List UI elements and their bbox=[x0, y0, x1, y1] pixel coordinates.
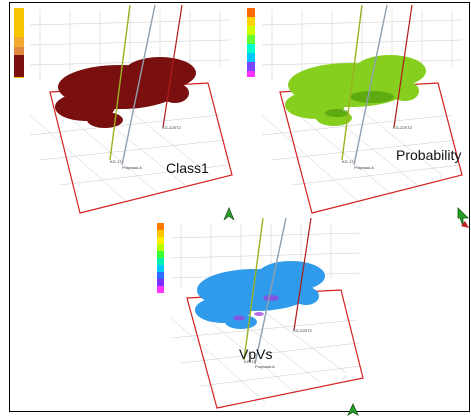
well-a-label: KG-17 bbox=[110, 159, 122, 164]
panel-vpvs-view: KG-17 Proposal-A KG-22ST2 bbox=[157, 218, 364, 409]
well-b-trace bbox=[254, 218, 287, 365]
panel-class1-view: KG-17 Proposal-A KG-22ST2 bbox=[14, 5, 233, 214]
vpvs-legend-band-2 bbox=[157, 230, 164, 237]
orientation-arrow-icon bbox=[223, 206, 235, 221]
well-c-label: KG-22ST2 bbox=[393, 125, 413, 130]
well-a-label: KG-17 bbox=[342, 159, 354, 164]
probability-legend-band-8 bbox=[247, 71, 255, 77]
class1-cloud bbox=[55, 57, 196, 128]
vpvs-legend-band-10 bbox=[157, 286, 164, 293]
well-b-trace bbox=[121, 5, 156, 166]
vpvs-legend-band-1 bbox=[157, 223, 164, 230]
well-a-label: KG-17 bbox=[244, 359, 256, 364]
probability-legend-band-3 bbox=[247, 26, 255, 35]
well-b-label: Proposal-A bbox=[255, 364, 275, 369]
probability-legend-band-6 bbox=[247, 53, 255, 62]
vpvs-legend-band-6 bbox=[157, 258, 164, 265]
well-c-trace bbox=[393, 5, 413, 128]
panel-probability-view: KG-17 Proposal-A KG-22ST2 bbox=[247, 5, 463, 214]
probability-legend-band-5 bbox=[247, 44, 255, 53]
well-a-trace bbox=[243, 218, 264, 361]
probability-cloud bbox=[285, 55, 426, 126]
probability-legend-band-7 bbox=[247, 62, 255, 71]
panel-vpvs: KG-17 Proposal-A KG-22ST2 VpVs bbox=[151, 218, 366, 410]
grid-back bbox=[170, 223, 362, 404]
vpvs-cloud bbox=[195, 261, 325, 329]
probability-legend-band-4 bbox=[247, 35, 255, 44]
well-c-label: KG-22ST2 bbox=[293, 328, 313, 333]
vpvs-legend-band-7 bbox=[157, 265, 164, 272]
vpvs-label: VpVs bbox=[239, 346, 273, 362]
well-a-trace bbox=[109, 5, 131, 161]
well-c-trace bbox=[162, 5, 183, 128]
class1-legend-band-2 bbox=[14, 37, 24, 47]
well-b-label: Proposal-A bbox=[122, 165, 142, 170]
probability-cloud-shade bbox=[325, 91, 394, 117]
panel-probability: KG-17 Proposal-A KG-22ST2 Probability bbox=[242, 5, 466, 215]
vpvs-legend-band-8 bbox=[157, 272, 164, 279]
orientation-arrow-icon bbox=[457, 207, 469, 228]
class1-label: Class1 bbox=[166, 160, 209, 176]
probability-legend-band-2 bbox=[247, 17, 255, 26]
well-b-trace bbox=[353, 5, 388, 166]
well-a-trace bbox=[341, 5, 363, 161]
vpvs-cloud-highlights bbox=[233, 295, 279, 321]
class1-legend-band-4 bbox=[14, 55, 24, 77]
vpvs-legend-band-9 bbox=[157, 279, 164, 286]
vpvs-legend-band-4 bbox=[157, 244, 164, 251]
orientation-arrow-icon bbox=[347, 403, 359, 416]
well-c-label: KG-22ST2 bbox=[162, 125, 182, 130]
class1-legend-band-3 bbox=[14, 47, 24, 57]
vpvs-legend-band-5 bbox=[157, 251, 164, 258]
probability-legend-band-1 bbox=[247, 8, 255, 17]
probability-label: Probability bbox=[396, 147, 462, 163]
vpvs-legend-band-3 bbox=[157, 237, 164, 244]
well-c-trace bbox=[293, 218, 312, 331]
well-b-label: Proposal-A bbox=[354, 165, 374, 170]
panel-class1: KG-17 Proposal-A KG-22ST2 Class1 bbox=[10, 5, 236, 215]
